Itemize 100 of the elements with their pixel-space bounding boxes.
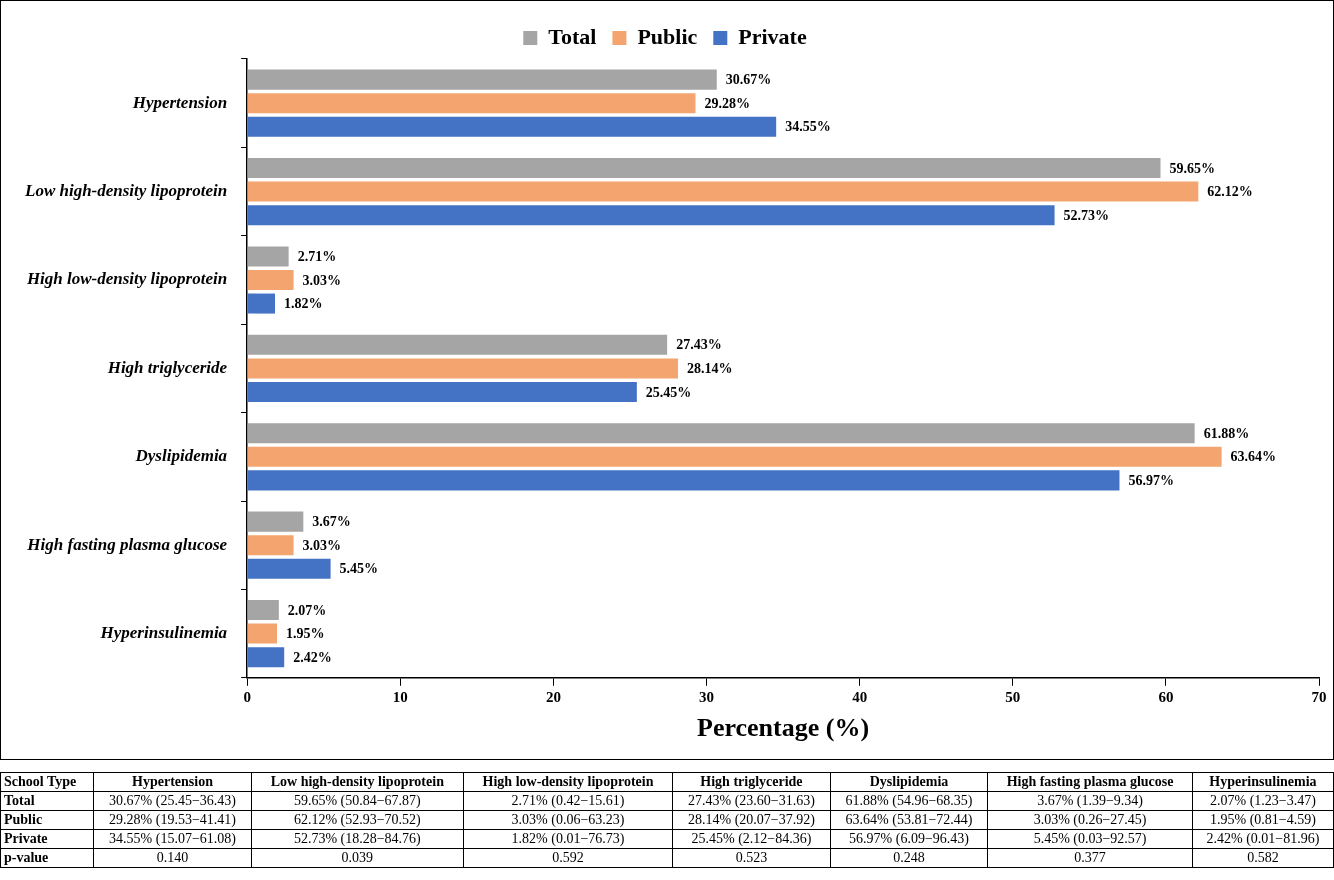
x-tick-label: 30 xyxy=(699,688,714,705)
x-tick-label: 70 xyxy=(1311,688,1327,705)
y-tick-label: Hyperinsulinemia xyxy=(99,622,228,642)
data-label: 34.55% xyxy=(785,119,831,135)
data-label: 56.97% xyxy=(1128,472,1174,488)
x-tick-label: 20 xyxy=(545,688,561,705)
data-label: 62.12% xyxy=(1207,184,1253,200)
y-tick-label: High low-density lipoprotein xyxy=(25,269,228,289)
text: 28.14% (20.07−37.92) xyxy=(672,810,831,830)
text: Low high-density lipoprotein xyxy=(251,772,464,792)
text: 25.45% (2.12−84.36) xyxy=(672,829,831,849)
bar xyxy=(247,535,294,556)
data-label: 5.45% xyxy=(339,561,379,577)
bar xyxy=(247,647,285,668)
text: 0.377 xyxy=(987,848,1193,868)
data-label: 30.67% xyxy=(725,72,772,88)
data-label: 52.73% xyxy=(1063,207,1110,223)
text: 0.592 xyxy=(463,848,673,868)
text: School Type xyxy=(0,772,94,792)
data-label: 27.43% xyxy=(676,337,722,353)
text: Hyperinsulinemia xyxy=(1192,772,1334,792)
text: Dyslipidemia xyxy=(830,772,988,792)
text: High low-density lipoprotein xyxy=(463,772,673,792)
data-label: 3.03% xyxy=(302,272,342,288)
text: 56.97% (6.09−96.43) xyxy=(830,829,988,849)
bar xyxy=(247,600,279,621)
text: High fasting plasma glucose xyxy=(987,772,1193,792)
bar xyxy=(247,69,717,90)
text: High triglyceride xyxy=(672,772,831,792)
data-label: 1.95% xyxy=(285,626,325,642)
legend-label: Public xyxy=(637,23,698,49)
bar xyxy=(247,158,1161,179)
y-tick-label: Dyslipidemia xyxy=(134,446,228,466)
text: 1.82% (0.01−76.73) xyxy=(463,829,673,849)
text: p-value xyxy=(0,848,94,868)
text: 3.67% (1.39−9.34) xyxy=(987,791,1193,811)
legend-label: Private xyxy=(738,23,807,49)
text: 63.64% (53.81−72.44) xyxy=(830,810,988,830)
y-tick-label: Hypertension xyxy=(131,92,228,112)
text: 0.582 xyxy=(1192,848,1334,868)
bar xyxy=(247,558,331,579)
text: 0.039 xyxy=(251,848,464,868)
bar xyxy=(247,334,668,355)
x-tick-label: 50 xyxy=(1005,688,1021,705)
bar xyxy=(247,246,289,267)
data-label: 1.82% xyxy=(284,296,323,312)
x-tick-label: 60 xyxy=(1158,688,1174,705)
x-axis-title: Percentage (%) xyxy=(697,713,870,743)
bar xyxy=(247,358,679,379)
text: 5.45% (0.03−92.57) xyxy=(987,829,1193,849)
bar xyxy=(247,511,304,532)
text: Public xyxy=(0,810,94,830)
bar xyxy=(247,381,637,402)
text: 59.65% (50.84−67.87) xyxy=(251,791,464,811)
bar xyxy=(247,269,294,291)
bar xyxy=(247,423,1195,444)
legend-label: Total xyxy=(548,23,597,49)
text: 2.42% (0.01−81.96) xyxy=(1192,829,1334,849)
text: 61.88% (54.96−68.35) xyxy=(830,791,988,811)
bar xyxy=(247,205,1055,226)
bar xyxy=(247,623,277,644)
text: 0.140 xyxy=(93,848,252,868)
text: 62.12% (52.93−70.52) xyxy=(251,810,464,830)
x-tick-label: 40 xyxy=(852,688,868,705)
text: Total xyxy=(0,791,94,811)
data-label: 2.42% xyxy=(293,649,332,665)
text: 34.55% (15.07−61.08) xyxy=(93,829,252,849)
data-label: 28.14% xyxy=(687,361,733,377)
bar xyxy=(247,116,777,137)
bar xyxy=(247,293,275,314)
data-label: 3.03% xyxy=(302,537,342,553)
bar xyxy=(247,446,1222,467)
bar xyxy=(247,181,1199,202)
data-label: 63.64% xyxy=(1230,449,1277,465)
text: 0.523 xyxy=(672,848,831,868)
bar xyxy=(247,470,1120,491)
text: 3.03% (0.06−63.23) xyxy=(463,810,673,830)
data-label: 61.88% xyxy=(1203,425,1250,441)
x-tick-label: 10 xyxy=(392,688,408,705)
text: 2.71% (0.42−15.61) xyxy=(463,791,673,811)
text: 0.248 xyxy=(830,848,988,868)
text: 52.73% (18.28−84.76) xyxy=(251,829,464,849)
y-tick-label: Low high-density lipoprotein xyxy=(23,180,228,200)
text: 3.03% (0.26−27.45) xyxy=(987,810,1193,830)
text: 2.07% (1.23−3.47) xyxy=(1192,791,1334,811)
text: 30.67% (25.45−36.43) xyxy=(93,791,252,811)
y-tick-label: High triglyceride xyxy=(106,357,228,377)
text: 27.43% (23.60−31.63) xyxy=(672,791,831,811)
data-label: 25.45% xyxy=(645,384,692,400)
data-label: 29.28% xyxy=(704,95,750,111)
y-tick-label: High fasting plasma glucose xyxy=(26,534,228,554)
data-label: 2.71% xyxy=(297,249,337,265)
bar xyxy=(247,93,696,114)
data-label: 59.65% xyxy=(1169,160,1216,176)
text: 29.28% (19.53−41.41) xyxy=(93,810,252,830)
data-label: 2.07% xyxy=(287,602,327,618)
x-tick-label: 0 xyxy=(243,688,251,705)
text: Private xyxy=(0,829,94,849)
text: 1.95% (0.81−4.59) xyxy=(1192,810,1334,830)
data-label: 3.67% xyxy=(312,514,351,530)
